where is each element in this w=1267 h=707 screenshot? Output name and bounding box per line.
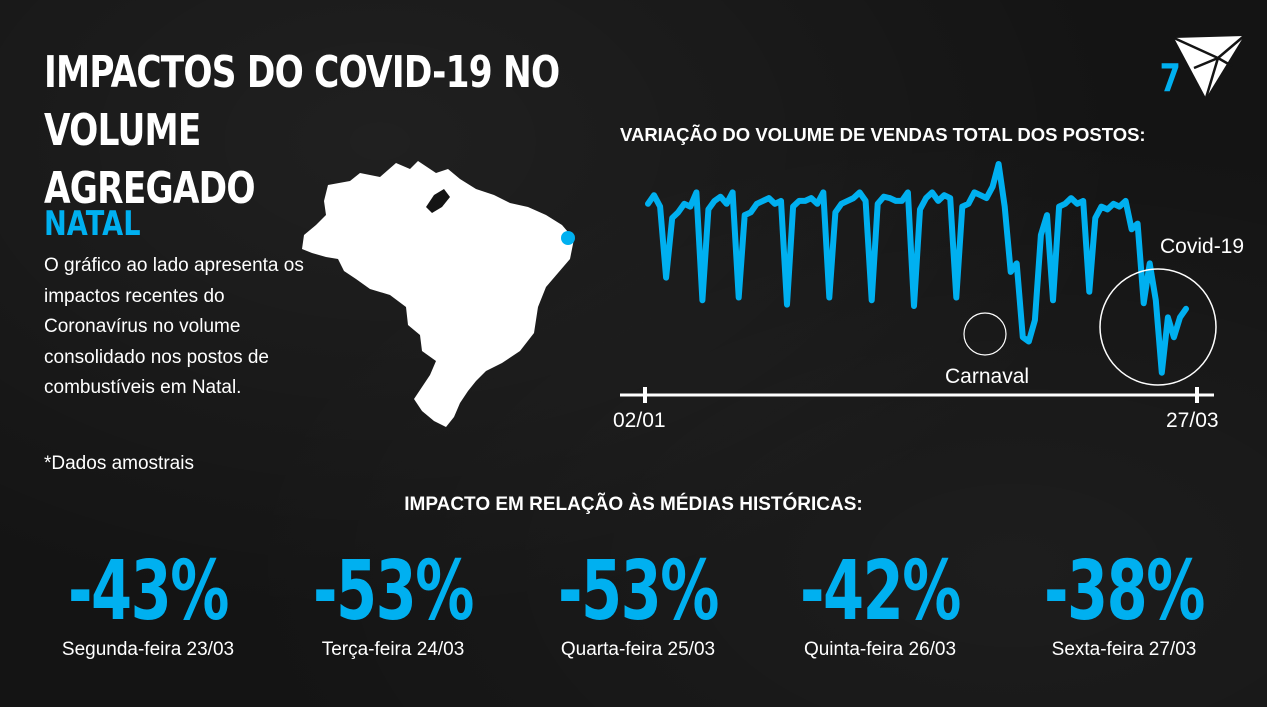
page-number: 7 [1159,56,1181,100]
covid-highlight-circle [1099,268,1217,386]
end-date-label: 27/03 [1166,409,1219,432]
sales-volume-chart: 02/01 27/03 Carnaval Covid-19 [613,161,1244,432]
impact-value: -53% [557,544,720,639]
impact-stats: -43% Segunda-feira 23/03 -53% Terça-feir… [28,545,1238,675]
impact-day-label: Sexta-feira 27/03 [1051,639,1197,660]
city-heading: NATAL [44,204,141,244]
data-note: *Dados amostrais [44,453,194,474]
natal-location-marker [561,231,575,245]
covid-label: Covid-19 [1160,235,1244,258]
impact-day-label: Terça-feira 24/03 [321,639,465,660]
brazil-map-icon [302,161,575,427]
chart-title: VARIAÇÃO DO VOLUME DE VENDAS TOTAL DOS P… [620,124,1146,145]
impact-stat-tuesday: -53% Terça-feira 24/03 [273,545,513,661]
impact-value: -38% [1043,544,1206,639]
impact-value: -42% [799,544,962,639]
impact-section-title: IMPACTO EM RELAÇÃO ÀS MÉDIAS HISTÓRICAS: [404,494,863,515]
carnaval-highlight-circle [963,312,1007,356]
carnaval-label: Carnaval [945,365,1029,388]
page-title: IMPACTOS DO COVID-19 NO VOLUME AGREGADO [44,47,560,214]
triangle-logo-icon [1173,35,1245,99]
description-text: O gráfico ao lado apresenta os impactos … [44,255,304,398]
impact-stat-monday: -43% Segunda-feira 23/03 [28,545,268,661]
impact-stat-friday: -38% Sexta-feira 27/03 [1004,545,1244,661]
impact-stat-wednesday: -53% Quarta-feira 25/03 [518,545,758,661]
series-line [645,161,1189,376]
start-date-label: 02/01 [613,409,666,432]
impact-value: -53% [312,544,475,639]
impact-day-label: Quinta-feira 26/03 [803,639,957,660]
impact-day-label: Segunda-feira 23/03 [61,639,235,660]
impact-day-label: Quarta-feira 25/03 [560,639,716,660]
impact-stat-thursday: -42% Quinta-feira 26/03 [760,545,1000,661]
impact-value: -43% [67,544,230,639]
